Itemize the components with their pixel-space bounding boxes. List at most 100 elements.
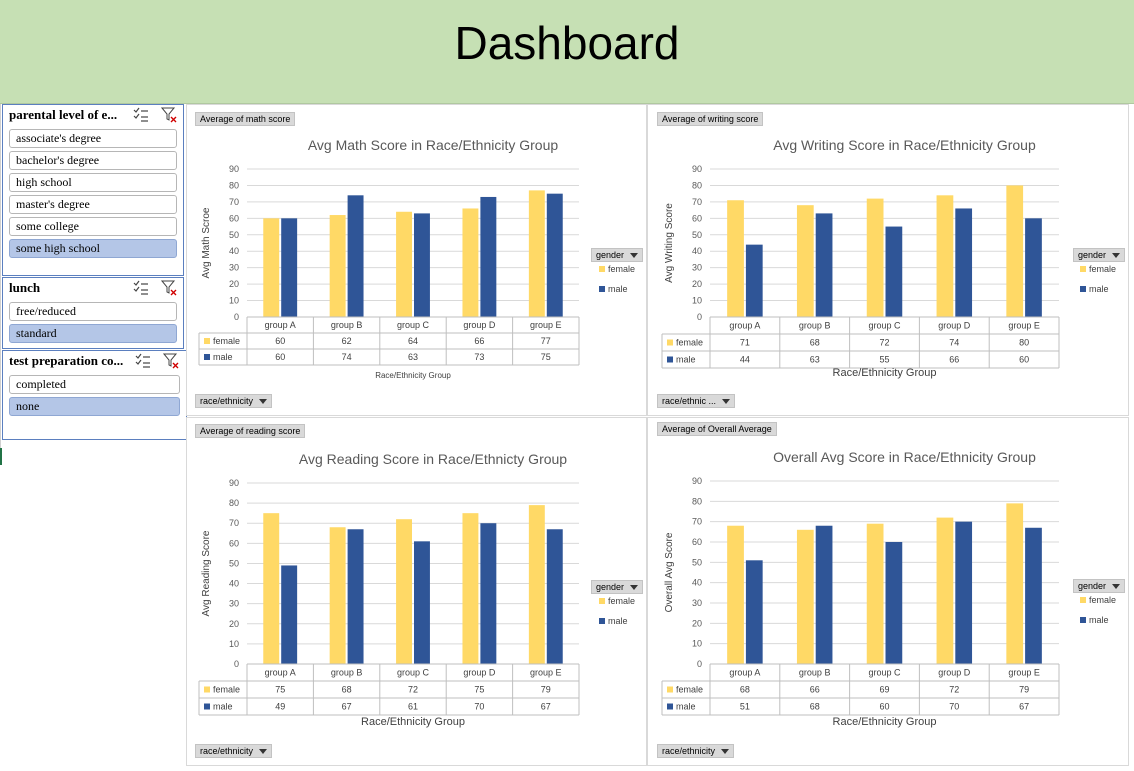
x-tick-label: group E [1008, 668, 1040, 678]
x-tick-label: group A [265, 668, 296, 678]
multi-select-icon[interactable] [133, 280, 149, 296]
bar-female[interactable] [263, 218, 280, 317]
data-label: 68 [810, 702, 820, 712]
slicer-item[interactable]: high school [9, 173, 177, 192]
bar-male[interactable] [955, 208, 973, 317]
clear-filter-icon[interactable] [161, 107, 177, 123]
slicer-header: lunch [3, 278, 183, 300]
bar-male[interactable] [414, 541, 430, 664]
slicer-item[interactable]: bachelor's degree [9, 151, 177, 170]
legend-field-button[interactable]: gender [591, 580, 644, 594]
legend-field-button[interactable]: gender [1073, 248, 1126, 262]
value-field-button[interactable]: Average of reading score [195, 424, 306, 438]
bar-female[interactable] [796, 529, 814, 664]
bar-female[interactable] [396, 519, 412, 664]
axis-field-button[interactable]: race/ethnicity [195, 394, 273, 408]
slicer-item[interactable]: some college [9, 217, 177, 236]
legend-key [599, 286, 605, 292]
bar-female[interactable] [462, 208, 479, 317]
slicer-item[interactable]: completed [9, 375, 180, 394]
bar-female[interactable] [727, 525, 744, 664]
slicer-title: lunch [9, 280, 41, 295]
multi-select-icon[interactable] [133, 107, 149, 123]
legend-label: female [1089, 264, 1116, 274]
bar-female[interactable] [727, 200, 744, 317]
slicer-item[interactable]: none [9, 397, 180, 416]
data-label: 66 [474, 336, 484, 346]
axis-field-button[interactable]: race/ethnicity [195, 744, 273, 758]
bar-male[interactable] [745, 244, 763, 317]
x-tick-label: group D [463, 320, 496, 330]
bar-male[interactable] [480, 523, 497, 664]
slicer-item[interactable]: standard [9, 324, 177, 343]
y-tick-label: 60 [229, 538, 239, 548]
bar-male[interactable] [281, 565, 298, 664]
x-tick-label: group B [331, 668, 363, 678]
bar-female[interactable] [329, 527, 346, 664]
chart-panel-writing[interactable]: Average of writing score Avg Writing Sco… [647, 104, 1129, 416]
writing-score-chart: Avg Writing Score in Race/Ethnicity Grou… [661, 137, 1116, 379]
y-tick-label: 80 [229, 498, 239, 508]
axis-field-button[interactable]: race/ethnic ... [657, 394, 736, 408]
value-field-button[interactable]: Average of math score [195, 112, 296, 126]
chart-panel-math[interactable]: Average of math score Avg Math Score in … [186, 104, 647, 416]
bar-female[interactable] [1006, 185, 1024, 317]
table-legend-key [667, 686, 673, 693]
bar-male[interactable] [347, 529, 364, 664]
slicer-item[interactable]: some high school [9, 239, 177, 258]
reading-score-chart: Avg Reading Score in Race/Ethnicty Group… [198, 451, 635, 728]
bar-male[interactable] [955, 521, 973, 664]
slicer-item[interactable]: associate's degree [9, 129, 177, 148]
data-label: 60 [1019, 355, 1029, 365]
bar-female[interactable] [329, 215, 346, 317]
bar-female[interactable] [866, 523, 884, 664]
bar-male[interactable] [815, 525, 833, 664]
clear-filter-icon[interactable] [161, 280, 177, 296]
bar-male[interactable] [546, 529, 563, 664]
y-tick-label: 40 [692, 578, 702, 588]
bar-female[interactable] [528, 505, 545, 664]
bar-male[interactable] [546, 193, 563, 317]
slicer-item-list: free/reduced standard [9, 302, 177, 346]
bar-male[interactable] [480, 196, 497, 317]
clear-filter-icon[interactable] [163, 353, 179, 369]
bar-male[interactable] [281, 218, 298, 317]
bar-male[interactable] [885, 226, 903, 317]
y-tick-label: 30 [229, 263, 239, 273]
bar-male[interactable] [414, 213, 430, 317]
bar-female[interactable] [1006, 503, 1024, 664]
axis-field-label: race/ethnicity [200, 746, 254, 756]
legend-key [599, 266, 605, 272]
x-tick-label: group C [397, 320, 430, 330]
bar-female[interactable] [866, 198, 884, 317]
bar-female[interactable] [263, 513, 280, 664]
y-tick-label: 70 [229, 518, 239, 528]
slicer-item[interactable]: master's degree [9, 195, 177, 214]
legend-field-button[interactable]: gender [1073, 579, 1126, 593]
slicer-item[interactable]: free/reduced [9, 302, 177, 321]
slicer-parental-level: parental level of e... associate's degre… [2, 104, 184, 276]
axis-field-button[interactable]: race/ethnicity [657, 744, 735, 758]
value-field-button[interactable]: Average of Overall Average [657, 422, 777, 436]
bar-male[interactable] [745, 560, 763, 664]
bar-female[interactable] [528, 190, 545, 317]
multi-select-icon[interactable] [135, 353, 151, 369]
bar-female[interactable] [396, 211, 412, 317]
bar-female[interactable] [796, 205, 814, 317]
slicer-title: parental level of e... [9, 107, 118, 122]
chart-panel-reading[interactable]: Average of reading score Avg Reading Sco… [186, 417, 647, 766]
value-field-button[interactable]: Average of writing score [657, 112, 764, 126]
y-tick-label: 90 [692, 164, 702, 174]
bar-male[interactable] [1025, 218, 1042, 317]
bar-male[interactable] [885, 542, 903, 664]
x-tick-label: group C [868, 321, 901, 331]
bar-male[interactable] [815, 213, 833, 317]
bar-female[interactable] [936, 195, 954, 317]
y-tick-label: 10 [692, 639, 702, 649]
chart-panel-overall[interactable]: Average of Overall Average Overall Avg S… [647, 417, 1129, 766]
bar-male[interactable] [1025, 527, 1042, 664]
bar-female[interactable] [462, 513, 479, 664]
legend-field-button[interactable]: gender [591, 248, 644, 262]
bar-female[interactable] [936, 517, 954, 664]
bar-male[interactable] [347, 195, 364, 317]
